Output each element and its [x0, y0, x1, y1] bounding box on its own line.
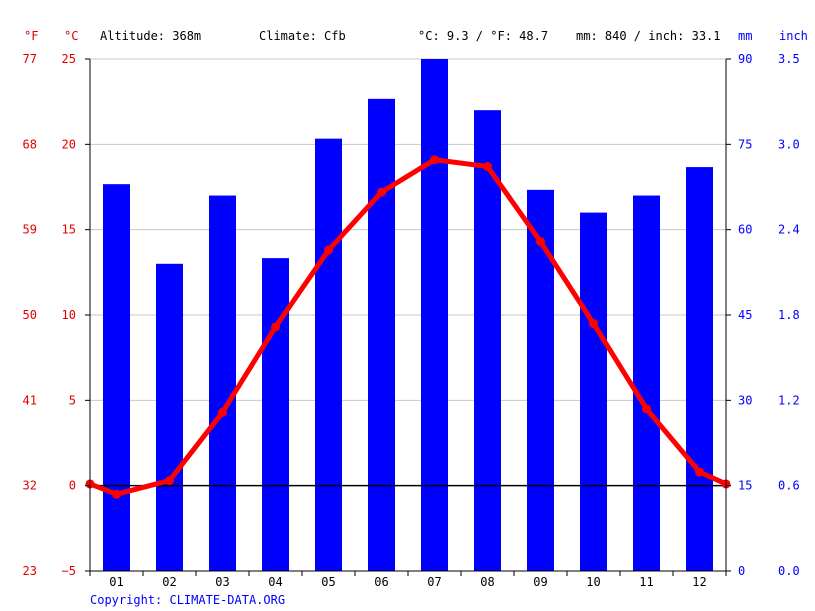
y-tick-label-fahrenheit: 59 — [23, 223, 37, 237]
temperature-point — [377, 187, 386, 197]
x-tick-label: 08 — [480, 575, 494, 589]
temperature-point — [165, 476, 174, 486]
temperature-point — [536, 237, 545, 247]
y-tick-label-inch: 0.0 — [778, 564, 800, 578]
x-tick-label: 02 — [162, 575, 176, 589]
y-tick-label-inch: 3.5 — [778, 52, 800, 66]
x-tick-label: 07 — [427, 575, 441, 589]
average-temperature-label: °C: 9.3 / °F: 48.7 — [418, 29, 548, 43]
y-tick-label-inch: 1.2 — [778, 393, 800, 407]
x-tick-label: 11 — [639, 575, 653, 589]
x-tick-label: 09 — [533, 575, 547, 589]
y-tick-label-fahrenheit: 32 — [23, 479, 37, 493]
temperature-point — [589, 319, 598, 329]
temperature-point — [483, 162, 492, 172]
y-tick-label-mm: 45 — [738, 308, 752, 322]
precipitation-bar — [633, 195, 660, 572]
temperature-point — [642, 404, 651, 414]
temperature-point — [430, 155, 439, 165]
celsius-unit-label: °C — [64, 29, 78, 43]
temperature-point — [112, 489, 121, 499]
y-tick-label-mm: 60 — [738, 223, 752, 237]
precipitation-bar — [209, 195, 236, 572]
y-tick-label-inch: 1.8 — [778, 308, 800, 322]
precipitation-bar — [474, 110, 501, 571]
y-tick-label-celsius: 10 — [62, 308, 76, 322]
x-tick-label: 03 — [215, 575, 229, 589]
x-tick-label: 01 — [109, 575, 123, 589]
axes: 01 02 03 04 05 06 07 08 09 10 11 122577206815591050… — [23, 52, 800, 589]
precipitation-bar — [580, 212, 607, 571]
climate-label: Climate: Cfb — [259, 29, 346, 43]
temperature-line — [85, 155, 731, 499]
y-tick-label-celsius: 20 — [62, 137, 76, 151]
temperature-point — [324, 245, 333, 255]
y-tick-label-fahrenheit: 68 — [23, 137, 37, 151]
x-tick-label: 12 — [692, 575, 706, 589]
y-tick-label-celsius: 25 — [62, 52, 76, 66]
x-tick-label: 04 — [268, 575, 282, 589]
y-tick-label-mm: 15 — [738, 479, 752, 493]
precipitation-bars — [103, 59, 713, 572]
fahrenheit-unit-label: °F — [24, 29, 38, 43]
temperature-point — [271, 322, 280, 332]
x-tick-label: 10 — [586, 575, 600, 589]
x-tick-label: 05 — [321, 575, 335, 589]
precipitation-bar — [262, 258, 289, 571]
temperature-point — [218, 407, 227, 417]
precipitation-bar — [315, 138, 342, 571]
x-tick-label: 06 — [374, 575, 388, 589]
precipitation-bar — [103, 184, 130, 571]
gridlines — [90, 58, 726, 572]
temperature-series-line — [87, 157, 729, 497]
precipitation-bar — [156, 263, 183, 571]
temperature-point — [695, 467, 704, 477]
y-tick-label-mm: 75 — [738, 137, 752, 151]
precipitation-bar — [527, 189, 554, 571]
y-tick-label-mm: 0 — [738, 564, 745, 578]
inch-unit-label: inch — [779, 29, 808, 43]
y-tick-label-celsius: 0 — [69, 479, 76, 493]
precipitation-bar — [686, 167, 713, 572]
y-tick-label-mm: 90 — [738, 52, 752, 66]
y-tick-label-inch: 0.6 — [778, 479, 800, 493]
y-tick-label-fahrenheit: 77 — [23, 52, 37, 66]
y-tick-label-fahrenheit: 41 — [23, 393, 37, 407]
y-tick-label-fahrenheit: 23 — [23, 564, 37, 578]
altitude-label: Altitude: 368m — [100, 29, 201, 43]
y-tick-label-fahrenheit: 50 — [23, 308, 37, 322]
precipitation-total-label: mm: 840 / inch: 33.1 — [576, 29, 721, 43]
y-tick-label-celsius: 15 — [62, 223, 76, 237]
copyright-label: Copyright: CLIMATE-DATA.ORG — [90, 593, 285, 607]
y-tick-label-celsius: 5 — [69, 393, 76, 407]
y-tick-label-mm: 30 — [738, 393, 752, 407]
mm-unit-label: mm — [738, 29, 752, 43]
y-tick-label-celsius: −5 — [62, 564, 76, 578]
y-tick-label-inch: 2.4 — [778, 223, 800, 237]
y-tick-label-inch: 3.0 — [778, 137, 800, 151]
precipitation-bar — [368, 98, 395, 572]
precipitation-bar — [421, 59, 448, 571]
